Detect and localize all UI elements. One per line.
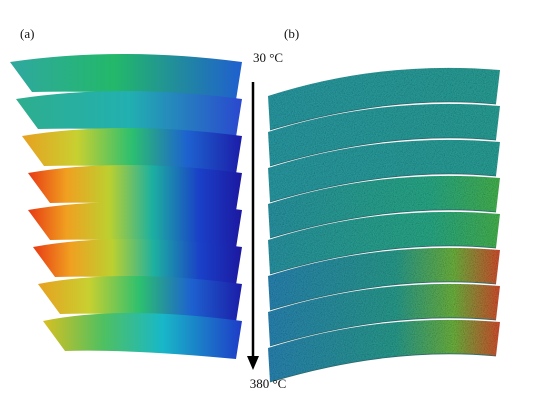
slab — [33, 239, 242, 285]
slab — [268, 175, 500, 238]
slab — [268, 319, 500, 382]
slab — [268, 103, 500, 166]
slab — [268, 211, 500, 274]
panel-label: (b) — [284, 26, 299, 41]
slab — [22, 128, 242, 174]
panel-b — [268, 67, 500, 383]
slab — [268, 139, 500, 202]
arrow-head — [247, 356, 259, 370]
slab — [269, 173, 497, 203]
slab — [10, 54, 242, 100]
slab — [269, 209, 497, 239]
slab — [16, 91, 242, 137]
slab — [28, 202, 242, 248]
slab — [268, 67, 500, 130]
slab — [269, 137, 497, 167]
slab — [269, 101, 497, 131]
slab — [43, 313, 242, 359]
slab — [269, 245, 497, 275]
end-temperature: 380 °C — [250, 376, 287, 391]
slab — [269, 353, 497, 383]
slab — [38, 276, 242, 322]
slab — [28, 165, 242, 211]
slab — [269, 281, 497, 311]
slab — [269, 317, 497, 347]
start-temperature: 30 °C — [253, 50, 283, 65]
slab — [268, 247, 500, 310]
panel-label: (a) — [20, 26, 34, 41]
slab — [268, 283, 500, 346]
panel-a — [10, 54, 242, 359]
